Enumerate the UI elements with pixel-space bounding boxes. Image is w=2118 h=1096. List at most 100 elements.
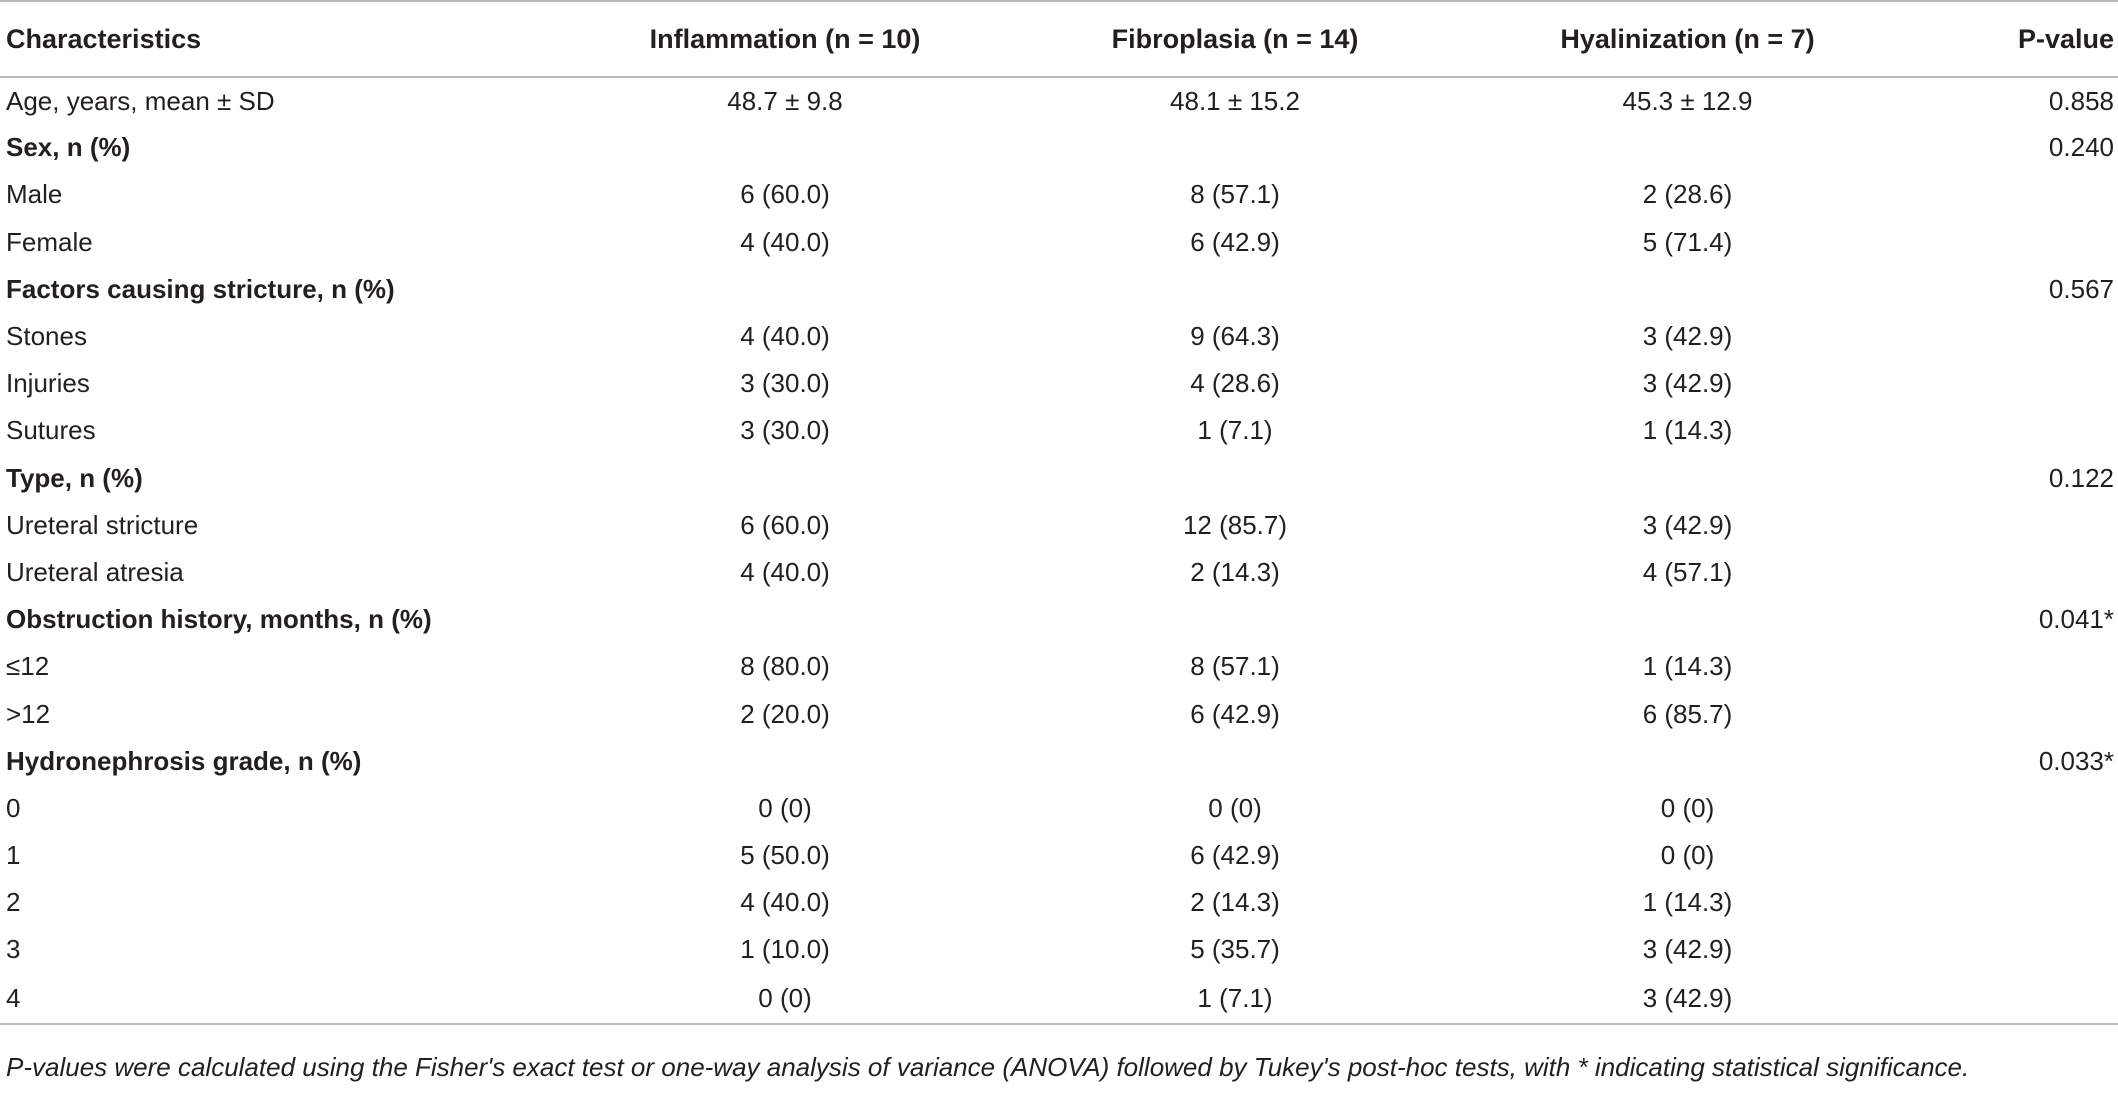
cell-p-value <box>1915 785 2118 832</box>
cell-inflammation <box>560 596 1010 643</box>
row-label: >12 <box>6 698 51 729</box>
table-row: Stones 4 (40.0) 9 (64.3) 3 (42.9) <box>0 313 2118 360</box>
row-label: 3 <box>6 934 21 965</box>
cell-hyalinization: 3 (42.9) <box>1642 321 1733 352</box>
cell-hyalinization: 3 (42.9) <box>1642 368 1733 399</box>
cell-fibroplasia <box>1010 124 1460 171</box>
table-row: Sutures 3 (30.0) 1 (7.1) 1 (14.3) <box>0 407 2118 454</box>
cell-inflammation: 2 (20.0) <box>740 698 830 729</box>
row-label: 0 <box>6 792 21 823</box>
row-label: Stones <box>6 321 87 352</box>
cell-hyalinization <box>1460 455 1915 502</box>
table-section-row: Sex, n (%) 0.240 <box>0 124 2118 171</box>
cell-hyalinization <box>1460 266 1915 313</box>
cell-p-value <box>1915 973 2118 1025</box>
cell-fibroplasia: 2 (14.3) <box>1190 887 1280 918</box>
row-label: Obstruction history, months, n (%) <box>6 604 432 635</box>
table-row: >12 2 (20.0) 6 (42.9) 6 (85.7) <box>0 690 2118 737</box>
row-label: Ureteral atresia <box>6 556 184 587</box>
cell-hyalinization: 6 (85.7) <box>1642 698 1733 729</box>
cell-hyalinization: 1 (14.3) <box>1642 415 1733 446</box>
cell-hyalinization: 45.3 ± 12.9 <box>1622 85 1753 116</box>
table-row: Female 4 (40.0) 6 (42.9) 5 (71.4) <box>0 219 2118 266</box>
cell-p-value: 0.122 <box>2048 462 2114 493</box>
cell-fibroplasia: 8 (57.1) <box>1190 651 1280 682</box>
header-hyalinization: Hyalinization (n = 7) <box>1460 0 1915 78</box>
cell-hyalinization <box>1460 738 1915 785</box>
cell-p-value <box>1915 879 2118 926</box>
row-label: Factors causing stricture, n (%) <box>6 273 395 304</box>
cell-fibroplasia: 8 (57.1) <box>1190 179 1280 210</box>
cell-inflammation: 0 (0) <box>758 792 812 823</box>
cell-fibroplasia: 0 (0) <box>1208 792 1262 823</box>
cell-p-value: 0.041* <box>2038 604 2114 635</box>
header-p-value: P-value <box>1915 0 2118 78</box>
table-header-row: Characteristics Inflammation (n = 10) Fi… <box>0 0 2118 78</box>
row-label: Injuries <box>6 368 90 399</box>
cell-p-value <box>1915 549 2118 596</box>
cell-fibroplasia: 1 (7.1) <box>1010 973 1460 1025</box>
table-section-row: Hydronephrosis grade, n (%) 0.033* <box>0 738 2118 785</box>
table-row: Age, years, mean ± SD 48.7 ± 9.8 48.1 ± 15… <box>0 77 2118 124</box>
cell-hyalinization: 1 (14.3) <box>1642 651 1733 682</box>
cell-inflammation <box>560 738 1010 785</box>
row-label: ≤12 <box>6 651 50 682</box>
table-row: ≤12 8 (80.0) 8 (57.1) 1 (14.3) <box>0 643 2118 690</box>
cell-hyalinization: 1 (14.3) <box>1642 887 1733 918</box>
table-body: Age, years, mean ± SD 48.7 ± 9.8 48.1 ± 15… <box>0 77 2118 1025</box>
cell-inflammation: 8 (80.0) <box>740 651 830 682</box>
cell-fibroplasia: 5 (35.7) <box>1190 934 1280 965</box>
row-label: Age, years, mean ± SD <box>6 85 275 116</box>
row-label: 1 <box>6 840 21 871</box>
cell-p-value: 0.033* <box>2038 745 2114 776</box>
characteristics-table-container: Characteristics Inflammation (n = 10) Fi… <box>0 0 2118 1025</box>
cell-p-value: 0.240 <box>2048 132 2114 163</box>
row-label: Sutures <box>6 415 96 446</box>
row-label: Hydronephrosis grade, n (%) <box>6 745 362 776</box>
table-footnote: P-values were calculated using the Fishe… <box>6 1052 1970 1082</box>
table-section-row: Type, n (%) 0.122 <box>0 455 2118 502</box>
table-section-row: Obstruction history, months, n (%) 0.041* <box>0 596 2118 643</box>
characteristics-table: Characteristics Inflammation (n = 10) Fi… <box>0 0 2118 1025</box>
cell-fibroplasia <box>1010 738 1460 785</box>
cell-inflammation: 4 (40.0) <box>740 887 830 918</box>
cell-fibroplasia: 9 (64.3) <box>1190 321 1280 352</box>
cell-hyalinization: 3 (42.9) <box>1642 509 1733 540</box>
table-row: 1 5 (50.0) 6 (42.9) 0 (0) <box>0 832 2118 879</box>
cell-hyalinization: 3 (42.9) <box>1460 973 1915 1025</box>
table-row: Male 6 (60.0) 8 (57.1) 2 (28.6) <box>0 171 2118 218</box>
cell-inflammation: 6 (60.0) <box>740 179 830 210</box>
cell-hyalinization <box>1460 596 1915 643</box>
cell-fibroplasia: 48.1 ± 15.2 <box>1170 85 1300 116</box>
cell-fibroplasia <box>1010 455 1460 502</box>
cell-inflammation <box>560 124 1010 171</box>
cell-p-value <box>1915 832 2118 879</box>
cell-fibroplasia: 4 (28.6) <box>1190 368 1280 399</box>
cell-inflammation <box>560 266 1010 313</box>
cell-hyalinization: 0 (0) <box>1660 792 1715 823</box>
cell-fibroplasia: 2 (14.3) <box>1190 556 1280 587</box>
table-row: Ureteral atresia 4 (40.0) 2 (14.3) 4 (57.1) <box>0 549 2118 596</box>
table-row: Injuries 3 (30.0) 4 (28.6) 3 (42.9) <box>0 360 2118 407</box>
cell-hyalinization: 4 (57.1) <box>1642 556 1733 587</box>
cell-inflammation <box>560 455 1010 502</box>
table-row: 3 1 (10.0) 5 (35.7) 3 (42.9) <box>0 926 2118 973</box>
cell-inflammation: 0 (0) <box>560 973 1010 1025</box>
cell-p-value <box>1915 313 2118 360</box>
cell-inflammation: 1 (10.0) <box>740 934 830 965</box>
header-characteristics: Characteristics <box>0 0 560 78</box>
cell-p-value <box>1915 171 2118 218</box>
row-label: 2 <box>6 887 21 918</box>
cell-p-value: 0.567 <box>2048 273 2114 304</box>
cell-inflammation: 3 (30.0) <box>740 368 830 399</box>
table-section-row: Factors causing stricture, n (%) 0.567 <box>0 266 2118 313</box>
cell-p-value <box>1915 926 2118 973</box>
cell-p-value <box>1915 219 2118 266</box>
cell-inflammation: 4 (40.0) <box>740 226 830 257</box>
cell-fibroplasia: 12 (85.7) <box>1182 509 1288 540</box>
cell-hyalinization: 2 (28.6) <box>1642 179 1733 210</box>
cell-fibroplasia: 1 (7.1) <box>1197 415 1273 446</box>
cell-inflammation: 5 (50.0) <box>740 840 830 871</box>
table-row: 0 0 (0) 0 (0) 0 (0) <box>0 785 2118 832</box>
